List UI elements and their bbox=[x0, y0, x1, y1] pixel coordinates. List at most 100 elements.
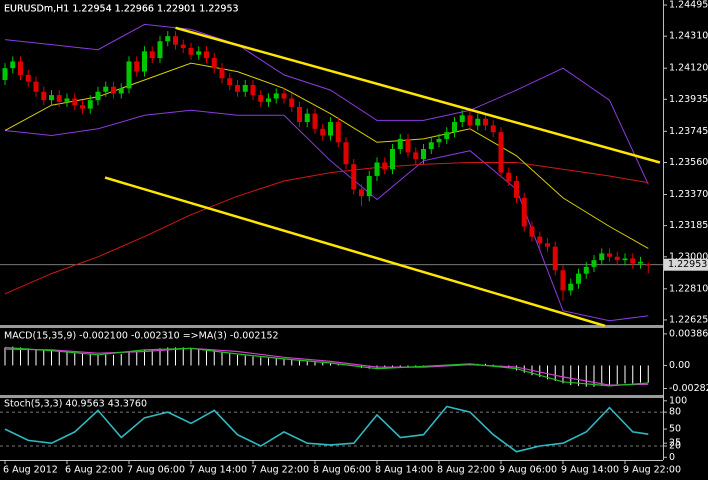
series-line bbox=[4, 23, 649, 185]
candle-body bbox=[343, 142, 349, 165]
candle-body bbox=[529, 226, 535, 237]
x-tick-label: 7 Aug 22:00 bbox=[251, 465, 309, 476]
y-tick-label: 1.23370 bbox=[669, 189, 708, 200]
candle-body bbox=[165, 36, 171, 42]
candle-body bbox=[297, 106, 302, 123]
candle-body bbox=[545, 243, 550, 247]
y-tick-label: 0 bbox=[669, 452, 675, 463]
candle-body bbox=[281, 93, 287, 99]
candle-body bbox=[80, 105, 85, 109]
candle-body bbox=[126, 61, 132, 89]
candle-body bbox=[614, 256, 620, 261]
candle-body bbox=[18, 61, 23, 75]
x-tick-label: 6 Aug 22:00 bbox=[65, 465, 123, 476]
series-line bbox=[4, 405, 649, 453]
y-tick-label: 0.00386 bbox=[669, 328, 708, 339]
candle-body bbox=[390, 149, 395, 170]
candle-body bbox=[351, 164, 357, 190]
panel-title: EURUSDm,H1 1.22954 1.22966 1.22901 1.229… bbox=[4, 4, 239, 15]
candle-body bbox=[33, 81, 39, 92]
candle-body bbox=[622, 258, 628, 261]
candle-body bbox=[467, 115, 473, 126]
y-tick-label: 0.00 bbox=[669, 360, 690, 371]
candle-body bbox=[521, 197, 527, 227]
candle-body bbox=[335, 122, 341, 143]
candle-body bbox=[638, 261, 643, 264]
candle-body bbox=[483, 118, 488, 126]
candle-body bbox=[537, 236, 543, 244]
y-tick-label: 20 bbox=[669, 441, 681, 452]
y-tick-label: 1.23560 bbox=[669, 157, 708, 168]
candle-body bbox=[134, 61, 140, 72]
candle-body bbox=[289, 98, 295, 107]
y-tick-label: 1.23935 bbox=[669, 94, 708, 105]
x-tick-label: 9 Aug 14:00 bbox=[561, 465, 619, 476]
candle-body bbox=[72, 98, 78, 106]
y-tick-label: 50 bbox=[669, 424, 681, 435]
y-tick-label: 25 bbox=[669, 438, 681, 449]
x-tick-label: 9 Aug 06:00 bbox=[499, 465, 557, 476]
candle-body bbox=[25, 74, 31, 82]
candle-body bbox=[366, 175, 372, 197]
candle-body bbox=[428, 142, 434, 150]
x-tick-label: 8 Aug 22:00 bbox=[437, 465, 495, 476]
candle-body bbox=[452, 122, 457, 133]
y-tick-label: 1.23185 bbox=[669, 220, 708, 231]
x-tick-label: 8 Aug 06:00 bbox=[313, 465, 371, 476]
candle-body bbox=[397, 138, 403, 150]
candle-body bbox=[227, 78, 233, 86]
candle-body bbox=[421, 149, 426, 160]
x-tick-label: 8 Aug 14:00 bbox=[375, 465, 433, 476]
y-tick-label: 1.23745 bbox=[669, 126, 708, 137]
candle-body bbox=[490, 125, 496, 133]
candle-body bbox=[211, 58, 217, 69]
candle-body bbox=[312, 113, 318, 129]
x-tick-label: 7 Aug 06:00 bbox=[127, 465, 185, 476]
candle-body bbox=[599, 253, 605, 261]
last-price-box bbox=[664, 258, 708, 271]
candle-body bbox=[10, 61, 16, 69]
y-tick-label: 100 bbox=[669, 395, 687, 406]
series-line bbox=[4, 162, 649, 295]
candle-body bbox=[506, 172, 512, 182]
x-tick-label: 6 Aug 2012 bbox=[3, 465, 58, 476]
panel-title: MACD(15,35,9) -0.002100 -0.002310 =>MA(3… bbox=[4, 331, 279, 342]
candle-body bbox=[56, 95, 62, 102]
candle-body bbox=[645, 264, 651, 266]
candle-body bbox=[258, 95, 264, 102]
candle-body bbox=[2, 68, 8, 80]
x-tick-label: 7 Aug 14:00 bbox=[189, 465, 247, 476]
candle-body bbox=[266, 98, 271, 102]
candle-body bbox=[583, 266, 589, 274]
candle-body bbox=[219, 68, 225, 79]
y-tick-label: 1.24310 bbox=[669, 31, 708, 42]
candle-body bbox=[568, 283, 574, 291]
y-tick-label: 80 bbox=[669, 407, 681, 418]
series-line bbox=[175, 26, 661, 164]
y-tick-label: -0.00282 bbox=[669, 383, 708, 394]
candle-body bbox=[405, 138, 411, 153]
candle-body bbox=[459, 115, 465, 123]
candle-body bbox=[41, 91, 47, 101]
candle-body bbox=[382, 162, 388, 170]
candle-body bbox=[87, 100, 93, 109]
candle-body bbox=[173, 36, 178, 45]
y-tick-label: 1.24495 bbox=[669, 0, 708, 11]
candle-body bbox=[630, 258, 636, 264]
panel-separator bbox=[0, 395, 663, 398]
x-tick-label: 9 Aug 22:00 bbox=[623, 465, 681, 476]
panel-separator bbox=[0, 325, 663, 328]
y-tick-label: 1.23000 bbox=[669, 251, 708, 262]
candle-body bbox=[552, 246, 558, 271]
candle-body bbox=[591, 260, 597, 267]
last-price-label: 1.22953 bbox=[668, 259, 707, 270]
candle-body bbox=[320, 128, 326, 136]
candle-body bbox=[64, 98, 70, 102]
candle-body bbox=[576, 273, 581, 284]
panel-title: Stoch(5,3,3) 40.9563 43.3760 bbox=[4, 399, 147, 410]
candle-body bbox=[374, 162, 380, 176]
candle-body bbox=[180, 44, 186, 48]
series-line bbox=[104, 176, 606, 327]
candle-body bbox=[250, 85, 256, 96]
